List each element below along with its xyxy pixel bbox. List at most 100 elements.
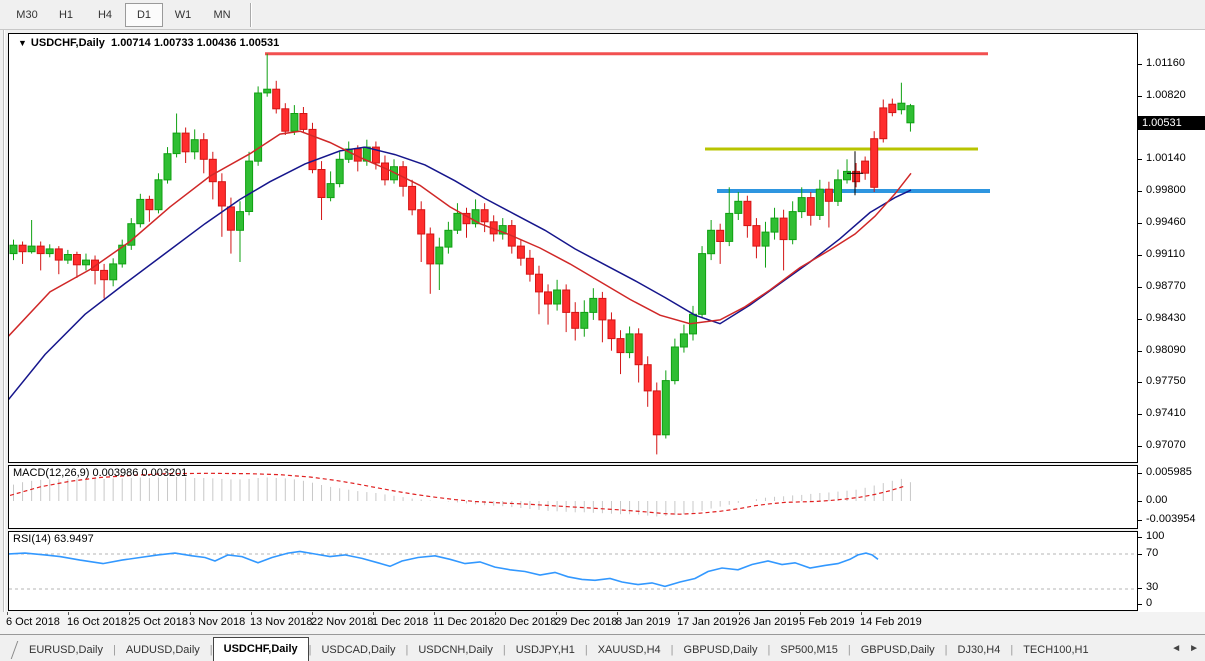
date-label: 26 Jan 2019 [738, 616, 799, 628]
tab-lead-divider [10, 641, 19, 659]
price-tick-label: 0.98770 [1146, 280, 1186, 292]
tab-scroll-right-icon[interactable]: ► [1189, 642, 1199, 654]
date-label: 3 Nov 2018 [189, 616, 246, 628]
rsi-value: 63.9497 [53, 533, 94, 545]
chart-tab-audusd-daily[interactable]: AUDUSD,Daily [125, 644, 200, 656]
chart-tab-sp500-m15[interactable]: SP500,M15 [780, 644, 838, 656]
axis-tick-mark [1137, 446, 1142, 447]
tab-scroll-controls: ◄ ► [1171, 635, 1199, 661]
tab-scroll-left-icon[interactable]: ◄ [1171, 642, 1182, 654]
axis-tick-mark [1137, 287, 1142, 288]
price-tick-label: 0.99110 [1146, 248, 1185, 260]
macd-chart[interactable] [9, 466, 1137, 528]
tab-separator: | [308, 644, 312, 656]
macd-signal-line [9, 472, 906, 515]
price-tick-label: 0.98430 [1146, 312, 1186, 324]
date-tick-mark [434, 612, 435, 615]
timeframe-button-m30[interactable]: M30 [16, 8, 38, 21]
window-left-frame [0, 30, 8, 661]
rsi-tick-label: 70 [1146, 547, 1159, 559]
date-tick-mark [800, 612, 801, 615]
chart-tab-tech100-h1[interactable]: TECH100,H1 [1023, 644, 1089, 656]
axis-tick-mark [1137, 191, 1142, 192]
tab-separator: | [112, 644, 116, 656]
chart-tab-bar: EURUSD,Daily | AUDUSD,Daily | USDCHF,Daily | U… [0, 634, 1205, 661]
date-tick-mark [556, 612, 557, 615]
axis-tick-mark [1137, 588, 1142, 589]
tab-separator: | [767, 644, 771, 656]
macd-label: MACD(12,26,9) 0.003986 0.003201 [13, 467, 188, 479]
rsi-tick-label: 0 [1146, 597, 1153, 609]
tab-separator: | [847, 644, 851, 656]
axis-tick-mark [1137, 520, 1142, 521]
tab-separator: | [584, 644, 588, 656]
price-tick-label: 0.97750 [1146, 375, 1186, 387]
price-tick-label: 0.98090 [1146, 344, 1186, 356]
rsi-tick-label: 30 [1146, 581, 1159, 593]
chart-tab-eurusd-daily[interactable]: EURUSD,Daily [29, 644, 103, 656]
date-tick-mark [190, 612, 191, 615]
cross-marker [847, 151, 863, 196]
rsi-line [9, 550, 879, 588]
axis-tick-mark [1137, 537, 1142, 538]
rsi-chart[interactable] [9, 532, 1137, 610]
timeframe-button-w1[interactable]: W1 [174, 8, 192, 21]
chart-title: ▼ USDCHF,Daily 1.00714 1.00733 1.00436 1.… [18, 37, 279, 49]
chart-tab-gbpusd-daily[interactable]: GBPUSD,Daily [860, 644, 935, 656]
tab-separator: | [502, 644, 506, 656]
axis-tick-mark [1137, 473, 1142, 474]
axis-tick-mark [1137, 414, 1142, 415]
date-tick-mark [678, 612, 679, 615]
tab-separator: | [405, 644, 409, 656]
macd-panel[interactable] [8, 465, 1138, 529]
price-tick-label: 0.99460 [1146, 216, 1186, 228]
date-label: 17 Jan 2019 [677, 616, 738, 628]
date-label: 11 Dec 2018 [433, 616, 495, 628]
chart-tab-usdcnh-daily[interactable]: USDCNH,Daily [418, 644, 493, 656]
timeframe-button-h1[interactable]: H1 [58, 8, 74, 21]
axis-tick-mark [1137, 554, 1142, 555]
axis-tick-mark [1137, 223, 1142, 224]
rsi-tick-label: 100 [1146, 530, 1165, 542]
price-tick-label: 0.99800 [1146, 184, 1186, 196]
chart-tab-usdchf-daily[interactable]: USDCHF,Daily [212, 637, 309, 661]
date-label: 25 Oct 2018 [128, 616, 188, 628]
timeframe-button-d1[interactable]: D1 [125, 2, 163, 27]
axis-tick-mark [1137, 96, 1142, 97]
date-tick-mark [251, 612, 252, 615]
date-label: 1 Dec 2018 [372, 616, 429, 628]
chart-tab-usdjpy-h1[interactable]: USDJPY,H1 [515, 644, 575, 656]
tab-separator: | [1010, 644, 1014, 656]
axis-tick-mark [1137, 64, 1142, 65]
chart-tab-dj30-h4[interactable]: DJ30,H4 [957, 644, 1001, 656]
date-label: 14 Feb 2019 [860, 616, 922, 628]
price-chart-panel[interactable] [8, 33, 1138, 463]
chart-tab-xauusd-h4[interactable]: XAUUSD,H4 [597, 644, 661, 656]
candlestick-chart[interactable] [9, 34, 1137, 462]
date-tick-mark [495, 612, 496, 615]
date-tick-mark [129, 612, 130, 615]
ma-fast-line [9, 130, 912, 337]
date-tick-mark [739, 612, 740, 615]
date-label: 5 Feb 2019 [799, 616, 855, 628]
price-tick-label: 0.97070 [1146, 439, 1186, 451]
date-tick-mark [68, 612, 69, 615]
chart-tab-gbpusd-daily[interactable]: GBPUSD,Daily [683, 644, 758, 656]
timeframe-button-mn[interactable]: MN [213, 8, 231, 21]
macd-tick-label: -0.003954 [1146, 513, 1196, 525]
macd-tick-label: 0.00 [1146, 494, 1168, 506]
rsi-label: RSI(14) 63.9497 [13, 533, 94, 545]
chart-tab-usdcad-daily[interactable]: USDCAD,Daily [321, 644, 396, 656]
ma-slow-line [9, 146, 912, 401]
rsi-panel[interactable] [8, 531, 1138, 611]
date-tick-mark [312, 612, 313, 615]
price-tick-label: 1.00820 [1146, 89, 1186, 101]
chart-menu-arrow-icon[interactable]: ▼ [18, 38, 27, 48]
date-tick-mark [373, 612, 374, 615]
axis-tick-mark [1137, 159, 1142, 160]
price-tick-label: 1.00140 [1146, 152, 1186, 164]
date-tick-mark [617, 612, 618, 615]
macd-tick-label: 0.005985 [1146, 466, 1192, 478]
axis-tick-mark [1137, 501, 1142, 502]
timeframe-button-h4[interactable]: H4 [97, 8, 113, 21]
